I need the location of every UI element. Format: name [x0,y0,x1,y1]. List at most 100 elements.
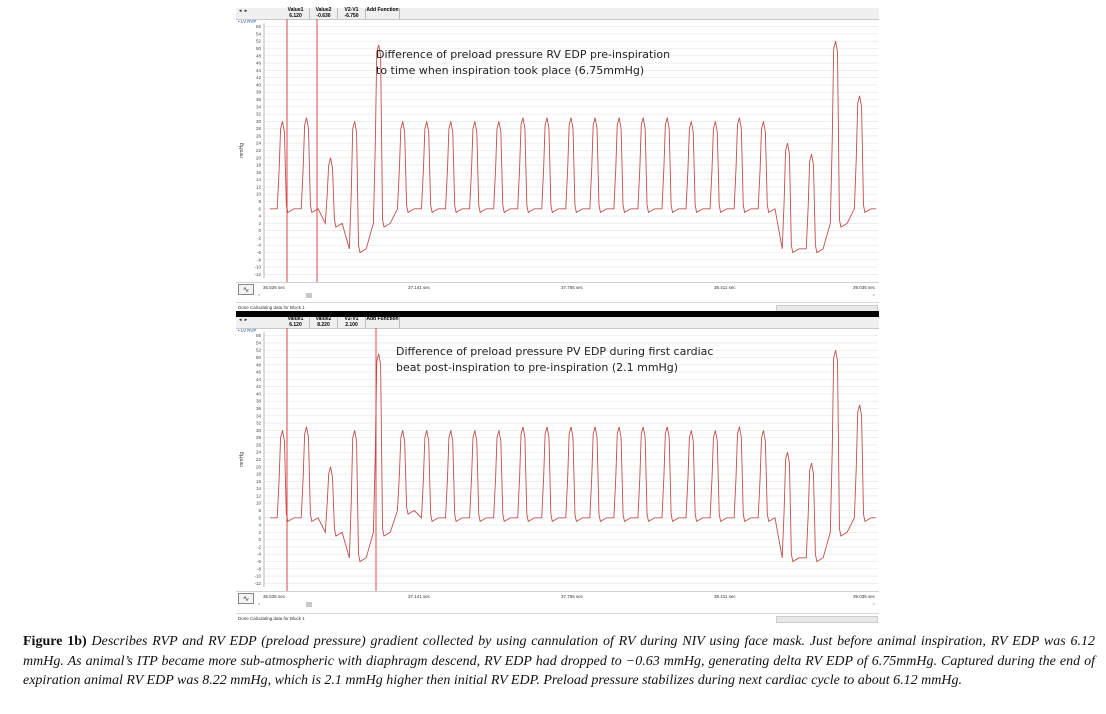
y-axis-label: mmHg [239,143,245,158]
y-tick-label: -12 [254,581,261,586]
y-tick-label: 14 [256,486,262,491]
grid [264,335,878,584]
time-scrollbar[interactable]: < > [258,601,877,607]
y-tick-label: 30 [256,119,262,124]
y-tick-label: 18 [256,472,262,477]
value2-cell[interactable]: Value2 8.220 [310,316,338,328]
value1-value: 6.120 [289,321,302,328]
grid [264,26,878,275]
y-tick-label: -4 [257,552,261,557]
y-tick-label: 6 [258,206,261,211]
plot-area[interactable]: 56 54 52 50 48 46 44 42 40 38 36 34 32 30 28 26 24 22 20 18… [236,328,879,591]
y-tick-label: 26 [256,442,262,447]
time-scrollbar[interactable]: < > [258,292,877,298]
y-tick-label: 18 [256,163,262,168]
y-tick-label: 48 [256,362,262,367]
scroll-right-arrow[interactable]: > [872,292,875,297]
scroll-thumb[interactable] [306,293,312,298]
delta-cell[interactable]: V2-V1 -6.750 [338,7,366,19]
y-tick-label: 32 [256,421,262,426]
y-tick-label: 54 [256,340,262,345]
channel-label[interactable]: ◄ ► • LV RVP [236,8,281,24]
y-tick-label: 36 [256,97,262,102]
y-tick-label: 56 [256,24,262,29]
y-tick-label: 46 [256,370,262,375]
y-tick-label: -6 [257,250,261,255]
value2-header: Value2 [315,7,332,13]
y-tick-label: 38 [256,399,262,404]
y-tick-label: 46 [256,61,262,66]
value2-cell[interactable]: Value2 -0.630 [310,7,338,19]
value2-header: Value2 [315,316,332,322]
y-tick-label: 40 [256,391,262,396]
pressure-chart[interactable]: 5654525048464442403836343230282624222018… [236,19,879,282]
delta-header: V2-V1 [344,316,359,322]
y-tick-label: 28 [256,435,262,440]
value1-value: 6.120 [289,12,302,19]
y-tick-label: 56 [256,333,262,338]
add-function-cell[interactable]: Add Function [366,316,400,328]
y-tick-label: -2 [257,544,261,549]
channel-name: • LV RVP [238,327,257,333]
measurement-header: ◄ ► • LV RVP Value1 6.120 Value2 8.220 V2-V… [236,316,879,333]
y-tick-label: 32 [256,112,262,117]
time-tick: 37.756 sec [561,594,584,599]
scroll-left-arrow[interactable]: < [258,601,261,606]
y-tick-label: 12 [256,493,262,498]
y-tick-label: 50 [256,46,262,51]
y-tick-label: 34 [256,104,262,109]
nav-arrows[interactable]: ◄ ► [238,8,249,13]
value1-cell[interactable]: Value1 6.120 [282,7,310,19]
y-tick-label: 42 [256,75,262,80]
y-tick-label: 10 [256,501,262,506]
y-tick-label: 16 [256,170,262,175]
time-tick: 36.536 sec [263,285,286,290]
time-axis: ∿ 36.536 sec 37.141 sec 37.756 sec 38.41… [236,282,879,298]
annotation-line-1: Difference of preload pressure PV EDP du… [396,345,714,358]
pressure-chart[interactable]: 5654525048464442403836343230282624222018… [236,328,879,591]
scroll-left-arrow[interactable]: < [258,292,261,297]
scroll-right-arrow[interactable]: > [872,601,875,606]
y-tick-label: -10 [254,265,261,270]
delta-cell[interactable]: V2-V1 2.100 [338,316,366,328]
y-tick-label: 10 [256,192,262,197]
y-tick-label: 12 [256,184,262,189]
caption-text: Describes RVP and RV EDP (preload pressu… [23,634,1095,689]
y-tick-label: 44 [256,377,262,382]
annotation: Difference of preload pressure PV EDP du… [396,344,713,376]
value2-value: 8.220 [317,321,330,328]
add-function-cell[interactable]: Add Function [366,7,400,19]
y-tick-label: -8 [257,566,261,571]
value1-cell[interactable]: Value1 6.120 [282,316,310,328]
y-tick-label: -8 [257,257,261,262]
y-tick-label: 4 [258,214,261,219]
add-function-button[interactable]: Add Function [366,7,399,13]
y-tick-label: 20 [256,464,262,469]
y-tick-label: 50 [256,355,262,360]
nav-arrows[interactable]: ◄ ► [238,317,249,322]
time-tick: 39.035 sec [853,594,876,599]
caption-label: Figure 1b) [23,634,87,649]
waveform-icon[interactable]: ∿ [238,284,254,295]
annotation-line-1: Difference of preload pressure RV EDP pr… [376,48,671,61]
time-axis: ∿ 36.536 sec 37.141 sec 37.756 sec 38.41… [236,591,879,607]
add-function-button[interactable]: Add Function [366,316,399,322]
y-tick-label: 40 [256,82,262,87]
channel-label[interactable]: ◄ ► • LV RVP [236,317,281,333]
panel-separator [236,311,879,318]
waveform-icon[interactable]: ∿ [238,593,254,604]
delta-value: 2.100 [345,321,358,328]
pressure-trace [270,41,876,254]
y-tick-label: 48 [256,53,262,58]
time-tick: 37.756 sec [561,285,584,290]
y-tick-label: -10 [254,574,261,579]
scroll-thumb[interactable] [306,602,312,607]
value2-value: -0.630 [316,12,331,19]
y-tick-label: 38 [256,90,262,95]
plot-area[interactable]: 56 54 52 50 48 46 44 42 40 38 36 34 32 30 28 26 24 22 20 18… [236,19,879,282]
y-tick-label: 14 [256,177,262,182]
y-tick-label: 0 [258,228,261,233]
pressure-trace [270,350,876,563]
y-tick-label: 8 [258,508,261,513]
y-tick-label: 26 [256,133,262,138]
